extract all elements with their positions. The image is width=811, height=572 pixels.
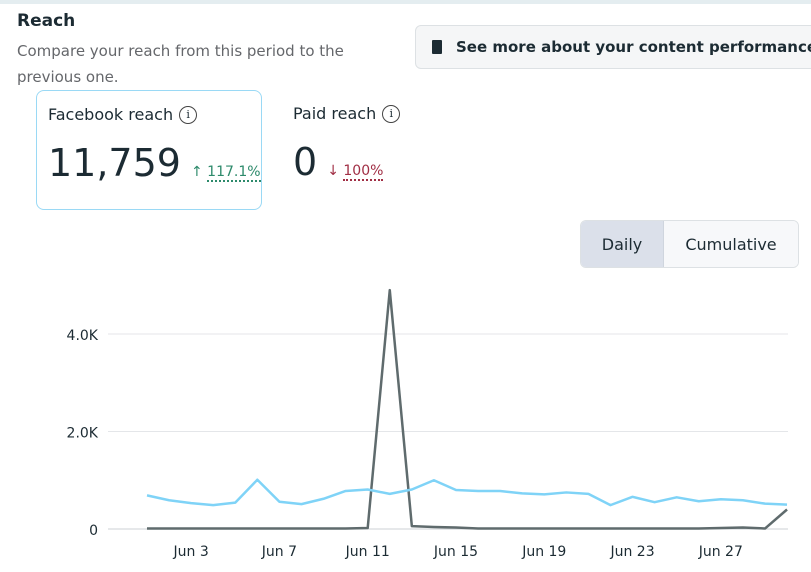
x-tick-label: Jun 15 bbox=[433, 544, 478, 560]
metric-card-facebook-reach[interactable]: Facebook reach i 11,759 ↑ 117.1% bbox=[36, 90, 262, 210]
info-icon[interactable]: i bbox=[382, 104, 401, 123]
see-more-label: See more about your content performance bbox=[456, 38, 811, 56]
metric-label: Facebook reach bbox=[48, 105, 174, 124]
metric-value: 11,759 bbox=[48, 141, 181, 185]
page-title: Reach bbox=[17, 11, 76, 31]
period-toggle: Daily Cumulative bbox=[580, 220, 799, 268]
top-divider bbox=[0, 0, 811, 4]
info-icon[interactable]: i bbox=[179, 105, 198, 124]
x-tick-label: Jun 3 bbox=[173, 544, 209, 560]
metric-value: 0 bbox=[293, 140, 318, 184]
arrow-up-icon: ↑ bbox=[190, 164, 203, 180]
x-tick-label: Jun 7 bbox=[261, 544, 297, 560]
y-tick-label: 2.0K bbox=[67, 426, 99, 442]
toggle-daily[interactable]: Daily bbox=[581, 221, 664, 267]
metric-card-paid-reach[interactable]: Paid reach i 0 ↓ 100% bbox=[282, 90, 482, 210]
notebook-icon bbox=[432, 40, 442, 54]
series-line bbox=[147, 288, 788, 530]
y-tick-label: 4.0K bbox=[67, 328, 99, 344]
x-tick-label: Jun 11 bbox=[345, 544, 390, 560]
metric-change: 100% bbox=[343, 163, 384, 181]
metric-label: Paid reach bbox=[293, 104, 377, 123]
x-tick-label: Jun 19 bbox=[521, 544, 566, 560]
x-tick-label: Jun 23 bbox=[609, 544, 654, 560]
page-subtitle: Compare your reach from this period to t… bbox=[17, 42, 344, 86]
metric-change: 117.1% bbox=[207, 164, 261, 182]
see-more-button[interactable]: See more about your content performance bbox=[415, 25, 811, 69]
arrow-down-icon: ↓ bbox=[327, 163, 339, 179]
y-tick-label: 0 bbox=[89, 523, 98, 539]
x-tick-label: Jun 27 bbox=[698, 544, 743, 560]
series-line bbox=[146, 478, 788, 507]
toggle-cumulative[interactable]: Cumulative bbox=[664, 221, 798, 267]
